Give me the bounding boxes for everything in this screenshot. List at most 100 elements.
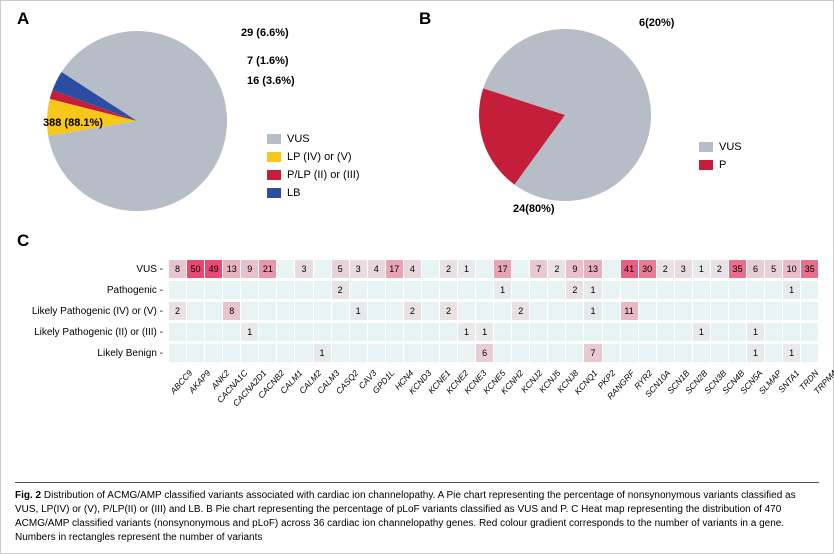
heatmap-cell: 1 [747,323,764,341]
legend-label: P [719,157,726,173]
heatmap-cell [386,344,403,362]
heatmap-cell [657,323,674,341]
heatmap-cell: 2 [711,260,728,278]
slice-label: 29 (6.6%) [241,27,289,39]
heatmap-cell: 30 [639,260,656,278]
heatmap-cell [386,323,403,341]
heatmap-cell [729,281,746,299]
slice-label: 24(80%) [513,203,555,215]
heatmap-cell [169,281,186,299]
heatmap-cell: 2 [548,260,565,278]
heatmap-cell [422,323,439,341]
heatmap-cell: 1 [458,260,475,278]
heatmap-cell [747,281,764,299]
heatmap-cell [801,323,818,341]
heatmap-cell: 2 [512,302,529,320]
heatmap-cell [711,344,728,362]
panel-a: A 388 (88.1%) 29 (6.6%)7 (1.6%)16 (3.6%)… [15,9,417,229]
legend-item: LP (IV) or (V) [267,149,360,165]
caption-text: Distribution of ACMG/AMP classified vari… [15,490,796,543]
heatmap-cell [639,344,656,362]
heatmap-cell [729,344,746,362]
heatmap-cell: 1 [241,323,258,341]
heatmap-cell: 49 [205,260,222,278]
heatmap-cell [548,302,565,320]
heatmap-cell [675,323,692,341]
heatmap-cell [314,281,331,299]
heatmap-cell: 1 [350,302,367,320]
heatmap-cell [205,323,222,341]
heatmap-cell: 2 [440,302,457,320]
heatmap-cell [566,323,583,341]
heatmap-cell [295,281,312,299]
heatmap-cell: 2 [169,302,186,320]
heatmap-cell: 1 [783,281,800,299]
heatmap-cell: 21 [259,260,276,278]
heatmap-cell [494,344,511,362]
heatmap-cell [332,323,349,341]
heatmap-cell: 6 [476,344,493,362]
heatmap-cell [657,344,674,362]
heatmap-cell [711,323,728,341]
heatmap-cell [205,302,222,320]
heatmap-cell [621,344,638,362]
heatmap-cell [494,302,511,320]
heatmap-cell [259,281,276,299]
heatmap-cell [603,323,620,341]
panel-b-label: B [419,9,431,29]
legend-item: P [699,157,742,173]
heatmap-cell [530,281,547,299]
figure-number: Fig. 2 [15,490,41,501]
pie-b-chart [477,27,661,211]
heatmap-row-label: Likely Pathogenic (II) or (III) - [19,327,163,338]
heatmap-cell: 35 [801,260,818,278]
heatmap-cell: 3 [675,260,692,278]
heatmap-cell: 5 [332,260,349,278]
heatmap-row: VUS -85049139213534174211772913413023123… [169,259,819,279]
heatmap-cell [801,302,818,320]
heatmap-cell: 9 [566,260,583,278]
heatmap-cell [350,281,367,299]
heatmap-xaxis: ABCC9AKAP9ANK2CACNA1CCACNA2D1CACNB2CALM1… [169,364,819,424]
heatmap-cell [187,323,204,341]
panel-b: B 6(20%) 24(80%) VUS P [417,9,819,229]
slice-label: 6(20%) [639,17,674,29]
heatmap-cell [440,323,457,341]
heatmap-cell [295,323,312,341]
heatmap-row-label: VUS - [19,264,163,275]
heatmap-row: Likely Pathogenic (IV) or (V) -281222111 [169,301,819,321]
heatmap-cell [566,344,583,362]
heatmap-cell [223,344,240,362]
heatmap-row-label: Likely Benign - [19,348,163,359]
panel-c: C VUS -850491392135341742117729134130231… [15,233,819,424]
heatmap-cell [223,281,240,299]
heatmap-cell [422,302,439,320]
heatmap-cell [187,302,204,320]
heatmap-cell [332,302,349,320]
heatmap-cell [368,302,385,320]
heatmap-cell: 4 [404,260,421,278]
heatmap-cell [512,323,529,341]
legend-item: VUS [267,131,360,147]
heatmap-cell: 9 [241,260,258,278]
heatmap-cell [386,281,403,299]
legend-swatch [699,142,713,152]
heatmap-cell [241,302,258,320]
heatmap-cell [747,302,764,320]
heatmap-row-label: Likely Pathogenic (IV) or (V) - [19,306,163,317]
heatmap-cell [584,323,601,341]
heatmap-cell [350,344,367,362]
heatmap-cell [332,344,349,362]
heatmap-cell [277,281,294,299]
heatmap-row-label: Pathogenic - [19,285,163,296]
heatmap-cell: 1 [783,344,800,362]
heatmap-cell [548,281,565,299]
heatmap-cell: 1 [584,281,601,299]
legend-label: VUS [719,139,742,155]
heatmap-cell [603,260,620,278]
heatmap-cell [205,344,222,362]
heatmap-cell [657,302,674,320]
heatmap-cell [458,302,475,320]
heatmap-cell: 1 [693,323,710,341]
heatmap-row: Pathogenic -21211 [169,280,819,300]
